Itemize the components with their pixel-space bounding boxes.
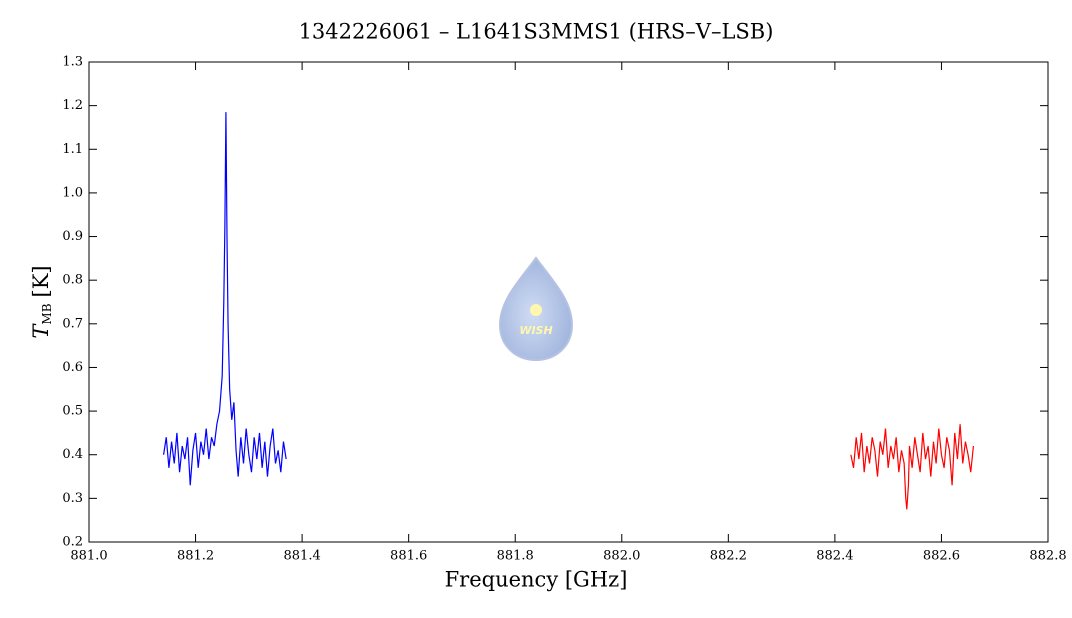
y-tick-label: 0.6 <box>62 360 83 375</box>
spectrum-line <box>850 424 975 510</box>
x-tick-label: 882.0 <box>603 549 640 564</box>
y-tick-label: 0.7 <box>62 316 83 331</box>
x-tick-label: 882.2 <box>710 549 747 564</box>
y-tick-label: 1.2 <box>62 98 83 113</box>
y-tick-label: 1.0 <box>62 185 83 200</box>
x-axis-label: Frequency [GHz] <box>445 568 628 592</box>
spectrum-line <box>162 112 287 486</box>
y-tick-label: 0.9 <box>62 229 83 244</box>
y-label-unit: [K] <box>29 265 53 297</box>
plot-frame <box>88 61 1049 543</box>
y-tick-label: 0.2 <box>62 535 83 550</box>
x-tick-label: 881.0 <box>70 549 107 564</box>
x-tick-label: 882.6 <box>923 549 960 564</box>
y-label-sub: MB <box>40 303 54 324</box>
y-tick-label: 0.3 <box>62 491 83 506</box>
y-tick-label: 0.4 <box>62 447 83 462</box>
wish-logo: WISH <box>498 256 574 362</box>
y-tick-label: 1.1 <box>62 142 83 157</box>
chart-title: 1342226061 – L1641S3MMS1 (HRS–V–LSB) <box>299 20 774 44</box>
x-tick-label: 881.8 <box>497 549 534 564</box>
x-tick-label: 882.4 <box>816 549 853 564</box>
y-tick-label: 1.3 <box>62 55 83 70</box>
y-tick-label: 0.5 <box>62 404 83 419</box>
x-tick-label: 881.4 <box>284 549 321 564</box>
x-tick-label: 882.8 <box>1029 549 1066 564</box>
y-label-symbol: T <box>29 323 53 339</box>
logo-text: WISH <box>519 324 552 337</box>
logo-star <box>530 304 542 316</box>
x-tick-label: 881.6 <box>390 549 427 564</box>
y-tick-label: 0.8 <box>62 273 83 288</box>
x-tick-label: 881.2 <box>177 549 214 564</box>
y-axis-label: TMB [K] <box>29 265 54 338</box>
